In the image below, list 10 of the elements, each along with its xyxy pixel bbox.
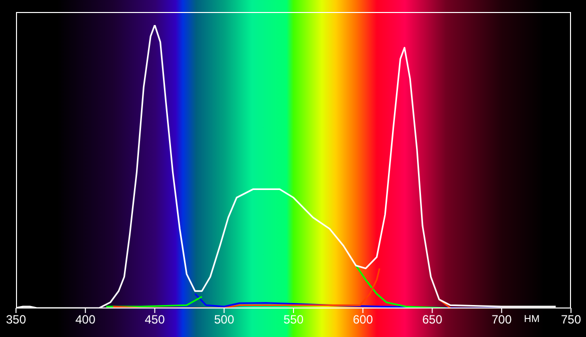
x-tick-label: 450 <box>144 312 166 327</box>
x-tick-label: 500 <box>214 312 234 327</box>
x-tick-label: 600 <box>352 312 374 327</box>
x-tick-label: 700 <box>492 312 512 327</box>
x-tick-label: 550 <box>283 312 304 327</box>
x-tick-label: 650 <box>422 312 443 327</box>
x-tick-label: 400 <box>75 312 96 327</box>
x-tick-label: 350 <box>6 312 26 327</box>
x-axis-title: НМ <box>524 314 540 325</box>
x-tick-label: 750 <box>560 312 582 327</box>
